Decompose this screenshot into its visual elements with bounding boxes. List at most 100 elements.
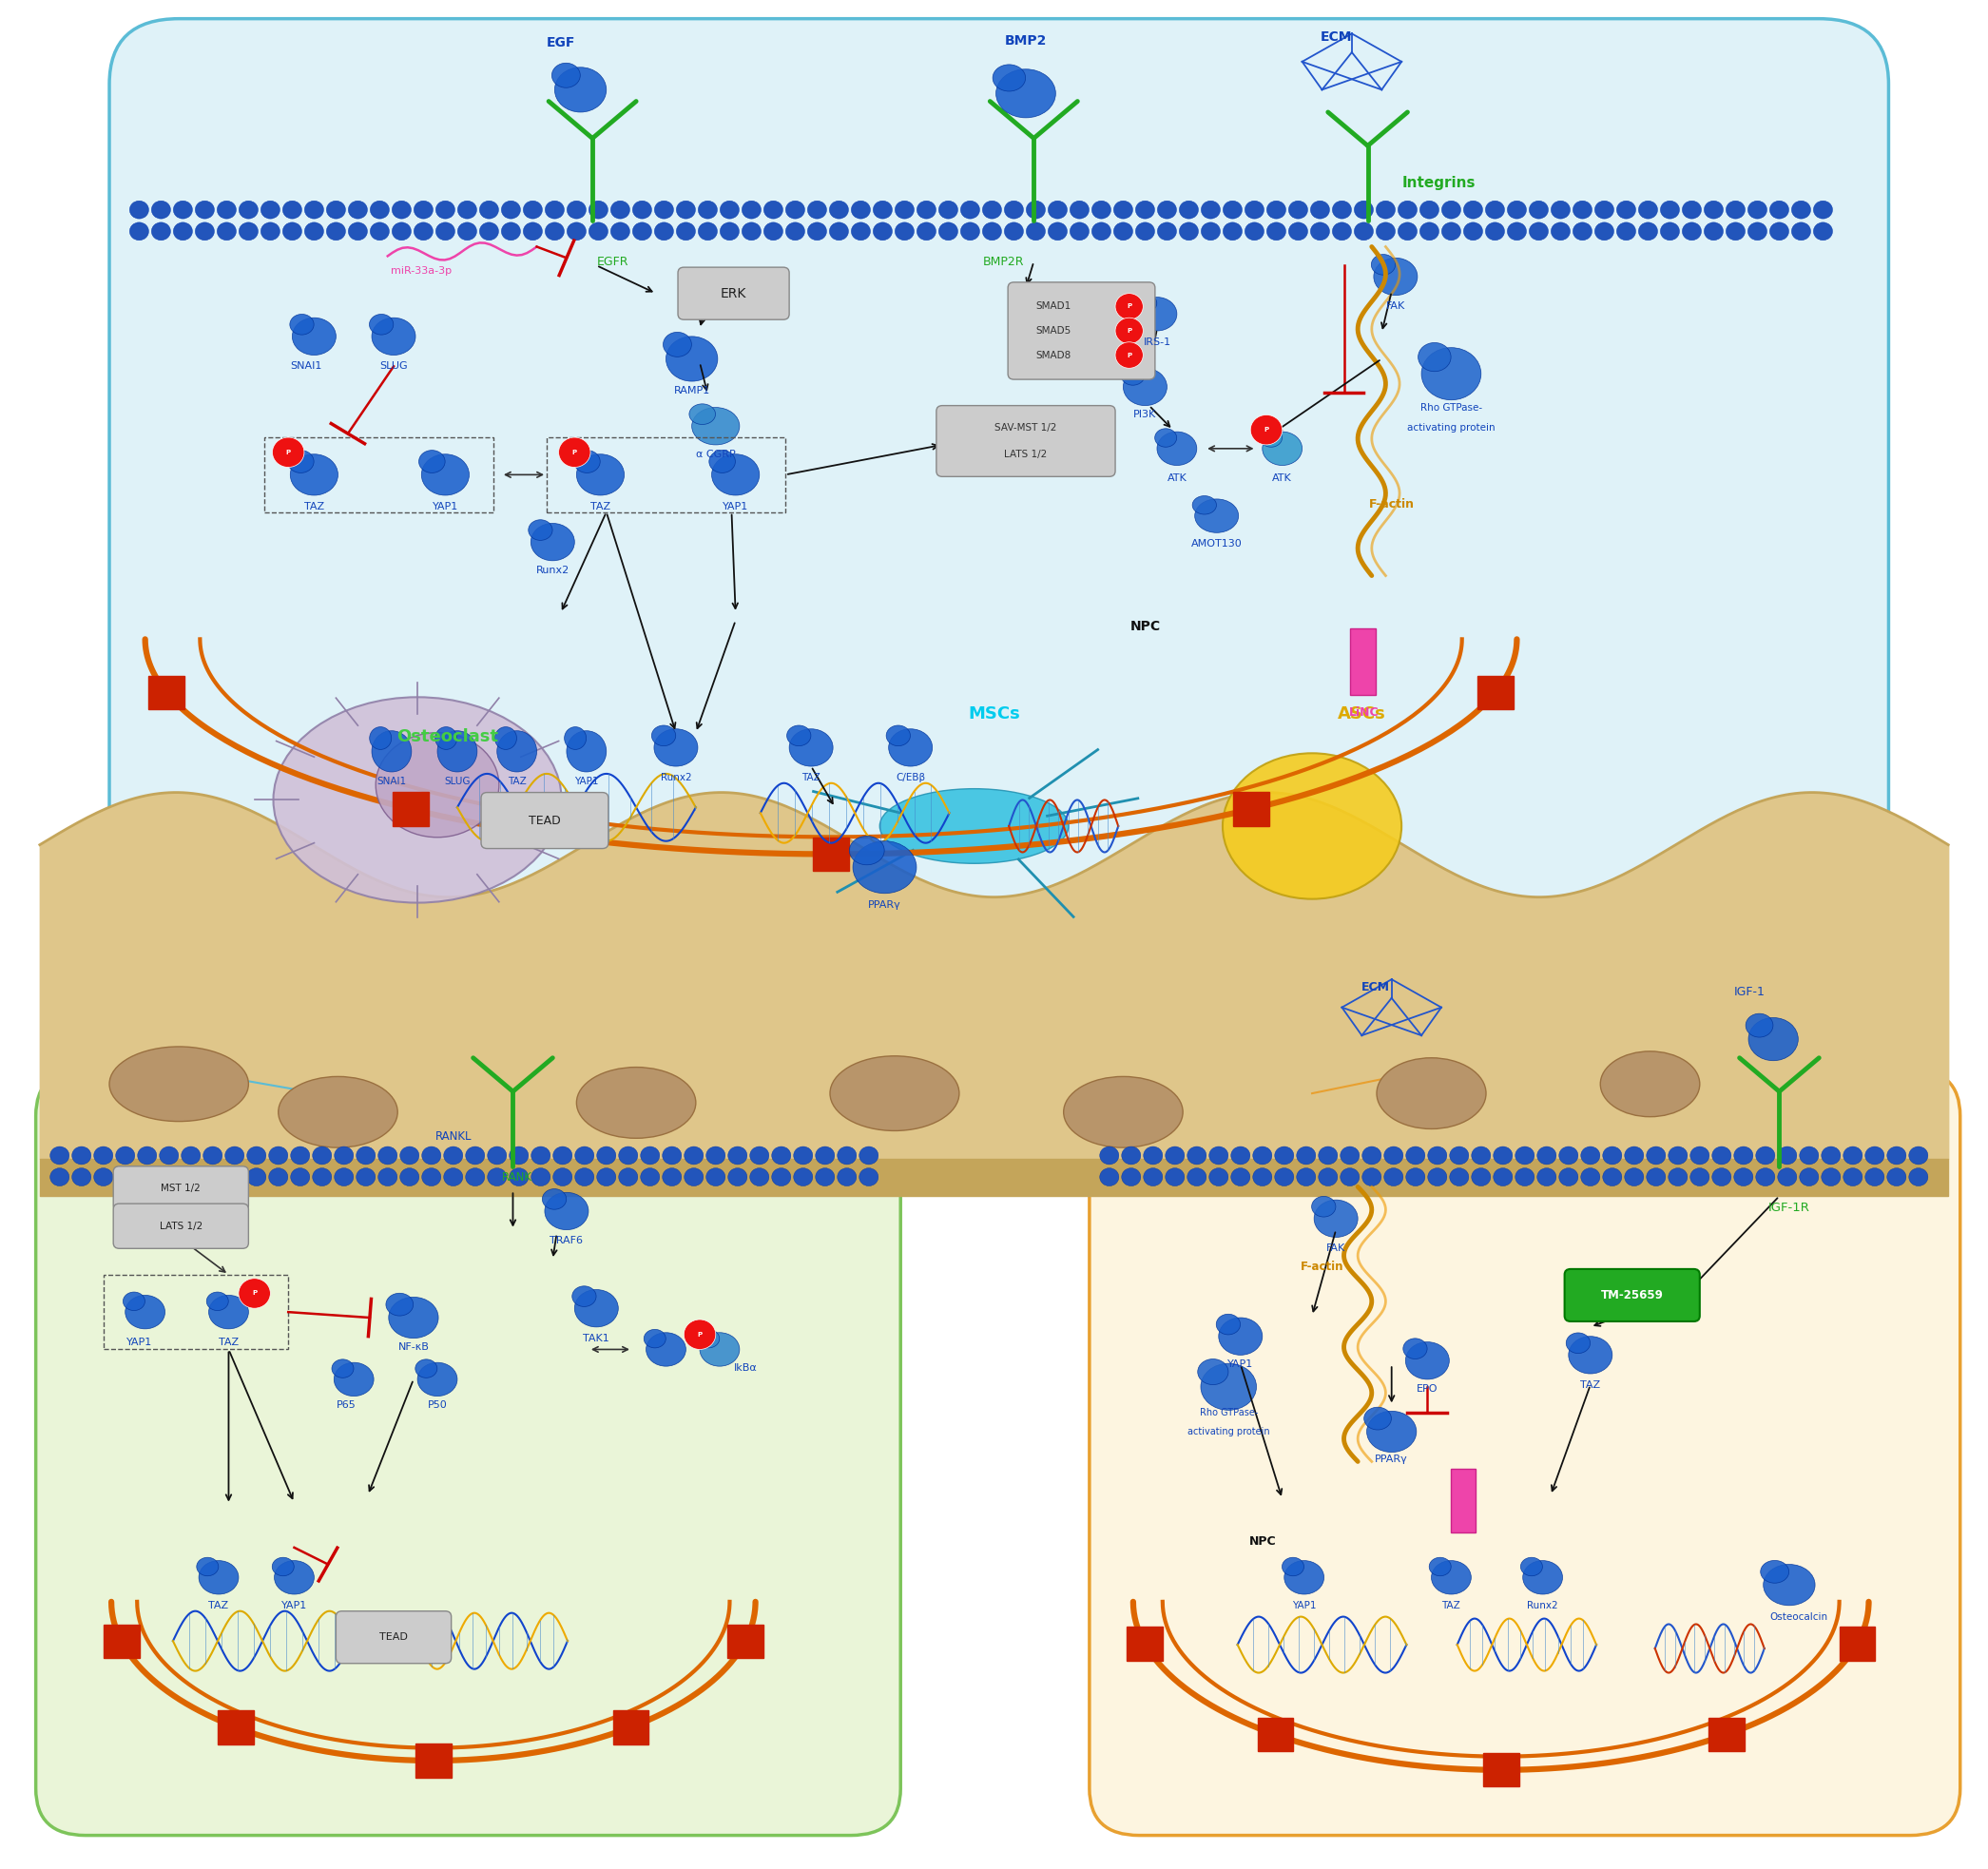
Circle shape <box>1318 1168 1338 1187</box>
Circle shape <box>1507 200 1527 219</box>
Text: Runx2: Runx2 <box>1527 1600 1559 1611</box>
Circle shape <box>1551 222 1571 241</box>
Text: YAP1: YAP1 <box>1227 1359 1254 1370</box>
Circle shape <box>1704 200 1724 219</box>
Circle shape <box>1376 200 1396 219</box>
Text: F-actin: F-actin <box>1300 1262 1344 1273</box>
Circle shape <box>501 222 521 241</box>
Ellipse shape <box>199 1561 239 1594</box>
Circle shape <box>1616 200 1636 219</box>
Circle shape <box>763 200 783 219</box>
Text: SMAD8: SMAD8 <box>1036 350 1072 361</box>
Circle shape <box>1026 200 1046 219</box>
Circle shape <box>1209 1146 1229 1164</box>
Circle shape <box>545 222 565 241</box>
Circle shape <box>1515 1146 1535 1164</box>
Circle shape <box>1223 222 1242 241</box>
Text: TEAD: TEAD <box>380 1632 408 1643</box>
FancyBboxPatch shape <box>36 1069 901 1835</box>
Circle shape <box>588 200 608 219</box>
Ellipse shape <box>437 731 477 772</box>
Circle shape <box>129 222 149 241</box>
Ellipse shape <box>290 454 338 495</box>
Ellipse shape <box>1314 1200 1358 1237</box>
Circle shape <box>195 200 215 219</box>
Circle shape <box>1865 1168 1885 1187</box>
Circle shape <box>1529 222 1549 241</box>
Ellipse shape <box>1223 753 1402 899</box>
Circle shape <box>1332 200 1352 219</box>
Circle shape <box>567 200 586 219</box>
Text: EGFR: EGFR <box>596 256 628 267</box>
Text: IGF-1: IGF-1 <box>1734 987 1765 998</box>
Circle shape <box>1296 1168 1316 1187</box>
Circle shape <box>1419 222 1439 241</box>
Circle shape <box>1135 222 1155 241</box>
Circle shape <box>1507 222 1527 241</box>
Circle shape <box>1799 1168 1819 1187</box>
Ellipse shape <box>419 450 445 473</box>
Circle shape <box>553 1146 573 1164</box>
Circle shape <box>414 222 433 241</box>
Circle shape <box>1244 222 1264 241</box>
Circle shape <box>1406 1146 1425 1164</box>
Text: SLUG: SLUG <box>380 361 408 372</box>
Circle shape <box>1449 1146 1469 1164</box>
Bar <box>728 1624 763 1658</box>
Circle shape <box>1908 1146 1928 1164</box>
Text: P: P <box>1127 351 1131 359</box>
Ellipse shape <box>421 454 469 495</box>
Text: IkBα: IkBα <box>734 1363 757 1374</box>
Ellipse shape <box>495 727 517 749</box>
Text: TAZ: TAZ <box>304 501 324 512</box>
Circle shape <box>115 1146 135 1164</box>
Circle shape <box>312 1168 332 1187</box>
Ellipse shape <box>690 404 716 424</box>
Text: SNAI1: SNAI1 <box>290 361 322 372</box>
Text: P: P <box>698 1331 702 1338</box>
Circle shape <box>749 1146 769 1164</box>
Circle shape <box>1594 222 1614 241</box>
Circle shape <box>137 1168 157 1187</box>
Text: AMOT130: AMOT130 <box>1191 538 1242 549</box>
Circle shape <box>1493 1168 1513 1187</box>
FancyBboxPatch shape <box>1008 282 1155 379</box>
Text: NPC: NPC <box>1248 1536 1276 1548</box>
Ellipse shape <box>1372 254 1396 275</box>
Circle shape <box>1004 200 1024 219</box>
Ellipse shape <box>1376 1058 1485 1129</box>
Circle shape <box>348 222 368 241</box>
Circle shape <box>435 200 455 219</box>
Circle shape <box>742 222 761 241</box>
Circle shape <box>815 1146 835 1164</box>
Text: Osteocalcin: Osteocalcin <box>1769 1611 1829 1622</box>
Circle shape <box>304 200 324 219</box>
Circle shape <box>1887 1146 1906 1164</box>
Circle shape <box>1690 1168 1710 1187</box>
Ellipse shape <box>207 1291 229 1310</box>
Circle shape <box>465 1146 485 1164</box>
Circle shape <box>225 1168 245 1187</box>
Circle shape <box>173 222 193 241</box>
Circle shape <box>1384 1146 1404 1164</box>
Text: TAK1: TAK1 <box>582 1333 610 1344</box>
Circle shape <box>1354 222 1374 241</box>
Ellipse shape <box>698 1329 720 1348</box>
Text: YAP1: YAP1 <box>1292 1600 1316 1611</box>
Circle shape <box>1135 200 1155 219</box>
Circle shape <box>1332 222 1352 241</box>
Ellipse shape <box>1417 342 1451 372</box>
Ellipse shape <box>1262 432 1302 465</box>
Ellipse shape <box>1137 297 1177 331</box>
Text: Runx2: Runx2 <box>537 564 569 576</box>
Circle shape <box>1187 1146 1207 1164</box>
Circle shape <box>414 200 433 219</box>
Circle shape <box>575 1168 594 1187</box>
Circle shape <box>195 222 215 241</box>
Ellipse shape <box>664 333 692 357</box>
Text: ECM: ECM <box>1362 981 1390 992</box>
Circle shape <box>742 200 761 219</box>
Text: ATK: ATK <box>1272 473 1292 484</box>
Text: α CGRP: α CGRP <box>696 449 736 460</box>
Circle shape <box>1143 1146 1163 1164</box>
